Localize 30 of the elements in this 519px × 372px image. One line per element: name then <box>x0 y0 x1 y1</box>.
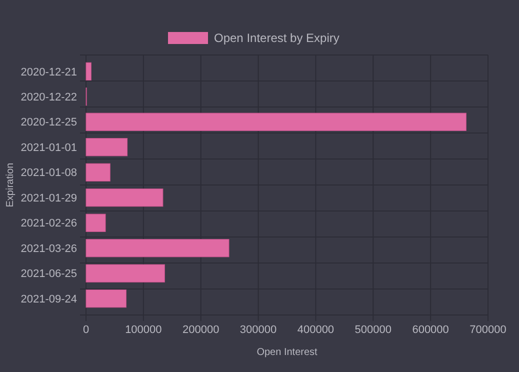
x-tick-label: 700000 <box>470 324 506 336</box>
x-tick-label: 200000 <box>182 324 220 336</box>
x-tick-label: 0 <box>82 324 90 336</box>
bar <box>86 239 230 258</box>
bar <box>86 264 165 282</box>
x-tick-label: 600000 <box>412 324 449 336</box>
bar <box>86 138 128 156</box>
y-tick-label: 2021-01-01 <box>20 142 77 154</box>
y-axis-title: Expiration <box>5 162 16 208</box>
x-tick-label: 500000 <box>354 324 392 336</box>
bar <box>86 188 164 207</box>
y-tick-label: 2021-06-25 <box>20 268 77 280</box>
y-tick-label: 2021-03-26 <box>20 242 77 255</box>
x-tick-label: 400000 <box>297 324 334 336</box>
y-tick-label: 2020-12-25 <box>20 116 77 129</box>
x-tick-label: 300000 <box>240 324 277 336</box>
y-tick-label: 2020-12-22 <box>20 92 77 104</box>
y-tick-label: 2021-09-24 <box>20 293 77 306</box>
bar <box>86 62 92 80</box>
x-tick-label: 100000 <box>125 324 162 336</box>
y-tick-label: 2021-01-29 <box>20 192 77 204</box>
bar <box>86 112 466 131</box>
bar <box>86 163 110 182</box>
x-axis-title: Open Interest <box>256 347 318 358</box>
y-tick-label: 2021-02-26 <box>20 218 77 230</box>
legend-label: Open Interest by Expiry <box>214 31 340 46</box>
y-tick-label: 2021-01-08 <box>20 167 77 180</box>
bar <box>86 290 126 308</box>
y-tick-label: 2020-12-21 <box>20 66 77 78</box>
bar <box>86 214 106 232</box>
